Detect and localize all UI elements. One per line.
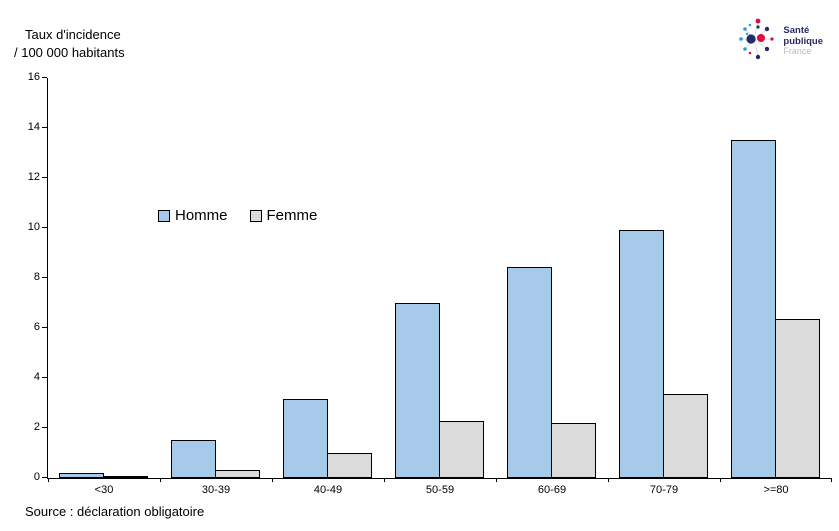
y-axis-tick-label: 10 xyxy=(27,221,40,233)
x-axis-tick xyxy=(384,478,385,482)
bar-group: 70-79 xyxy=(608,78,720,496)
legend-swatch-homme xyxy=(158,209,170,222)
x-axis-tick xyxy=(831,478,832,482)
bar-homme-60-69 xyxy=(507,267,552,478)
logo-dots-icon xyxy=(738,16,778,67)
legend-swatch-femme xyxy=(249,209,262,222)
y-axis-tick-label: 6 xyxy=(33,321,40,333)
logo-text: Santé publique France xyxy=(783,26,823,56)
bar-homme-70-79 xyxy=(619,230,664,478)
bar-femme-40-49 xyxy=(327,453,372,478)
bar-group: <30 xyxy=(48,78,160,496)
x-axis-tick xyxy=(48,478,49,482)
x-axis-label: <30 xyxy=(94,484,114,496)
sante-publique-france-logo: Santé publique France xyxy=(738,16,823,67)
legend-label-femme: Femme xyxy=(266,207,318,224)
bar-femme-70-79 xyxy=(663,394,708,478)
x-axis-tick xyxy=(496,478,497,482)
y-axis-tick-label: 4 xyxy=(33,371,40,383)
x-axis-tick xyxy=(160,478,161,482)
legend-item-homme: Homme xyxy=(158,207,228,224)
legend-label-homme: Homme xyxy=(175,207,228,224)
bar-femme-<30 xyxy=(103,476,148,478)
source-note: Source : déclaration obligatoire xyxy=(25,504,205,519)
bar-femme-50-59 xyxy=(439,421,484,478)
bar-femme-30-39 xyxy=(215,470,260,478)
logo-text-line1: Santé xyxy=(783,25,810,37)
x-axis-tick xyxy=(720,478,721,482)
bar-homme-<30 xyxy=(59,473,104,478)
x-axis-label: 70-79 xyxy=(649,484,679,496)
chart-title: Taux d'incidence / 100 000 habitants xyxy=(14,26,125,61)
bar-homme-30-39 xyxy=(171,440,216,478)
bar-group: 40-49 xyxy=(272,78,384,496)
plot-area: Homme Femme 0 2 4 6 8 10 12 14 16 <30 30-39 40-49 50-… xyxy=(28,71,832,496)
y-axis-tick-label: 2 xyxy=(33,421,40,433)
legend-item-femme: Femme xyxy=(249,207,318,224)
y-axis-tick xyxy=(42,377,47,378)
y-axis-tick-label: 0 xyxy=(33,471,40,483)
y-axis-tick xyxy=(42,427,47,428)
x-axis-label: 40-49 xyxy=(313,484,343,496)
y-axis-tick xyxy=(42,127,47,128)
x-axis-tick xyxy=(272,478,273,482)
legend: Homme Femme xyxy=(158,207,317,224)
logo-text-line3: France xyxy=(783,45,812,56)
y-axis-tick xyxy=(42,277,47,278)
x-axis-label: 50-59 xyxy=(425,484,455,496)
y-axis-tick-label: 8 xyxy=(33,271,40,283)
bar-femme->=80 xyxy=(775,319,820,478)
y-axis-tick xyxy=(42,327,47,328)
bar-group: >=80 xyxy=(720,78,832,496)
logo-text-line2: publique xyxy=(783,35,823,47)
y-axis-tick xyxy=(42,227,47,228)
x-axis-tick xyxy=(608,478,609,482)
y-axis-tick xyxy=(42,77,47,78)
y-axis-tick-label: 12 xyxy=(27,171,40,183)
bar-group: 60-69 xyxy=(496,78,608,496)
bar-homme->=80 xyxy=(731,140,776,478)
chart-title-line1: Taux d'incidence xyxy=(25,27,121,42)
x-axis-label: >=80 xyxy=(763,484,789,496)
y-axis-tick xyxy=(42,477,47,478)
x-axis-label: 30-39 xyxy=(201,484,231,496)
y-axis-tick-label: 16 xyxy=(27,71,40,83)
bar-homme-50-59 xyxy=(395,303,440,478)
bar-group: 50-59 xyxy=(384,78,496,496)
bar-homme-40-49 xyxy=(283,399,328,478)
bar-femme-60-69 xyxy=(551,423,596,478)
y-axis-tick-label: 14 xyxy=(27,121,40,133)
bar-group: 30-39 xyxy=(160,78,272,496)
x-axis-label: 60-69 xyxy=(537,484,567,496)
y-axis-tick xyxy=(42,177,47,178)
chart-title-line2: / 100 000 habitants xyxy=(14,44,125,60)
